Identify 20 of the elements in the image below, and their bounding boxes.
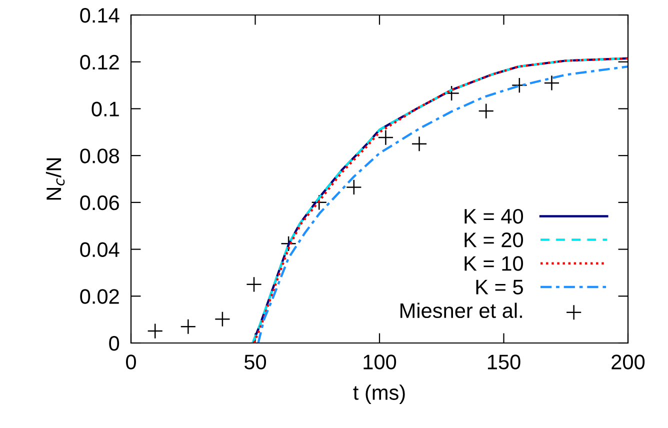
y-tick-label: 0 — [109, 336, 120, 351]
y-tick-label: 0.12 — [80, 54, 119, 70]
legend-label: Miesner et al. — [400, 302, 522, 318]
y-tick-label: 0.08 — [80, 148, 119, 164]
x-axis-title: t (ms) — [353, 384, 405, 404]
x-tick-label: 0 — [126, 354, 136, 370]
y-tick-label: 0.04 — [80, 242, 120, 258]
y-tick-label: 0.1 — [92, 102, 119, 116]
legend-label: K = 5 — [476, 280, 523, 294]
x-tick-label: 200 — [612, 354, 645, 370]
legend-label: K = 40 — [464, 208, 524, 224]
y-tick-label: 0.02 — [80, 289, 119, 304]
x-tick-label: 150 — [488, 354, 520, 370]
y-axis-title: N$_{c}$/N — [46, 158, 65, 200]
x-tick-label: 50 — [244, 354, 266, 370]
legend-label: K = 10 — [464, 256, 524, 271]
legend-label: K = 20 — [464, 232, 524, 248]
x-tick-label: 100 — [364, 354, 396, 370]
y-tick-label: 0.14 — [80, 8, 120, 23]
y-tick-label: 0.06 — [80, 195, 119, 210]
